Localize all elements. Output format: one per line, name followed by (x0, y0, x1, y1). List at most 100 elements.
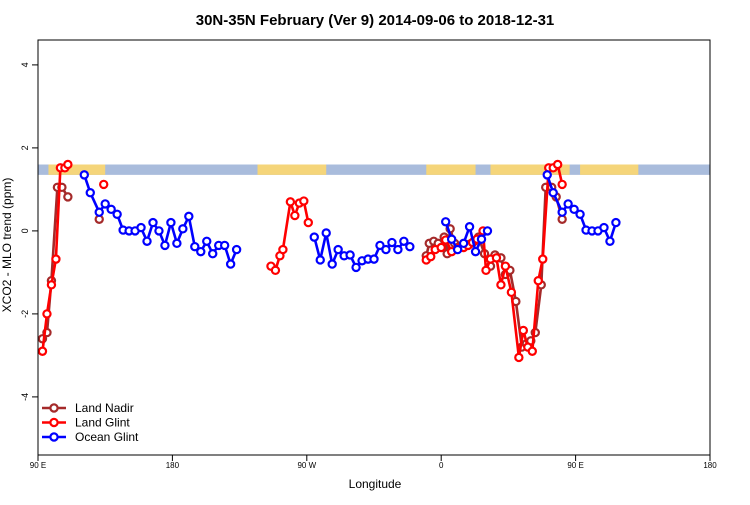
data-point (387, 237, 397, 248)
data-point (375, 240, 385, 251)
data-point (270, 265, 281, 276)
land-segment (490, 164, 570, 175)
x-tick-label: 0 (439, 461, 444, 470)
data-point (202, 236, 212, 246)
data-point (548, 188, 558, 198)
data-point (436, 242, 446, 253)
data-point (552, 159, 563, 170)
data-point (405, 241, 415, 252)
data-point (333, 244, 343, 255)
data-point (136, 222, 146, 233)
legend-label: Land Nadir (75, 401, 134, 415)
data-point (79, 170, 89, 180)
data-point (112, 209, 122, 219)
data-point (369, 254, 379, 264)
plot-frame (37, 39, 711, 456)
data-point (491, 253, 502, 263)
data-point (196, 246, 206, 257)
data-point (464, 222, 475, 232)
data-point (527, 346, 537, 356)
data-point (458, 238, 469, 249)
legend-label: Ocean Glint (75, 430, 139, 444)
data-point (575, 209, 585, 219)
data-point (476, 234, 487, 244)
data-point (63, 159, 73, 170)
data-point (51, 254, 61, 264)
data-point (303, 217, 313, 228)
data-point (542, 170, 552, 180)
data-point (506, 287, 517, 298)
x-tick-label: 180 (166, 461, 180, 470)
y-tick-label: 2 (20, 145, 30, 150)
series-line (270, 199, 310, 272)
legend-swatch-marker (49, 403, 59, 413)
data-point (327, 259, 337, 269)
data-point (172, 238, 182, 249)
legend-item: Ocean Glint (42, 430, 139, 444)
data-point (351, 262, 361, 273)
y-tick-label: 4 (20, 62, 30, 67)
series-land-glint (37, 159, 567, 363)
data-point (178, 224, 188, 234)
data-point (381, 244, 391, 255)
data-point (557, 207, 567, 217)
y-tick-label: -4 (20, 393, 30, 401)
legend-item: Land Nadir (42, 401, 134, 415)
data-point (481, 265, 491, 276)
data-point (290, 210, 300, 221)
data-point (42, 309, 52, 319)
data-point (605, 236, 615, 246)
data-point (166, 217, 176, 228)
x-tick-label: 90 E (30, 461, 46, 470)
data-point (309, 232, 319, 242)
data-point (106, 204, 116, 215)
data-point (208, 249, 218, 259)
chart-title: 30N-35N February (Ver 9) 2014-09-06 to 2… (196, 12, 555, 29)
data-point (37, 346, 48, 356)
data-point (100, 199, 110, 209)
data-point (500, 261, 511, 271)
legend-swatch-marker (49, 417, 59, 428)
data-point (154, 226, 164, 236)
data-point (533, 276, 543, 286)
data-point (569, 204, 579, 215)
data-point (315, 255, 325, 265)
data-point (393, 244, 403, 255)
data-point (142, 236, 152, 246)
data-point (440, 217, 451, 227)
data-point (599, 222, 609, 233)
legend-swatch-marker (49, 432, 59, 442)
data-point (426, 251, 436, 262)
data-point (514, 352, 524, 363)
land-segment (257, 164, 327, 175)
ocean-band (38, 164, 710, 175)
data-point (285, 197, 296, 207)
land-segment (426, 164, 476, 175)
data-point (496, 280, 506, 290)
data-point (160, 240, 170, 251)
data-point (99, 179, 109, 190)
x-tick-label: 90 W (297, 461, 316, 470)
y-tick-label: 0 (20, 228, 30, 233)
data-point (299, 196, 309, 206)
data-point (452, 244, 463, 255)
data-point (321, 228, 331, 238)
data-point (278, 244, 288, 255)
data-point (85, 188, 95, 198)
land-ocean-band (38, 164, 710, 175)
data-point (538, 254, 548, 264)
data-point (231, 244, 242, 255)
data-point (446, 234, 457, 244)
data-point (482, 226, 493, 236)
data-point (345, 250, 355, 260)
data-point (148, 217, 158, 228)
data-point (557, 179, 567, 190)
data-point (611, 217, 621, 228)
data-point (399, 236, 409, 246)
data-point (63, 192, 73, 202)
data-point (563, 199, 573, 209)
x-axis-label: Longitude (349, 477, 402, 491)
data-point (225, 259, 236, 269)
